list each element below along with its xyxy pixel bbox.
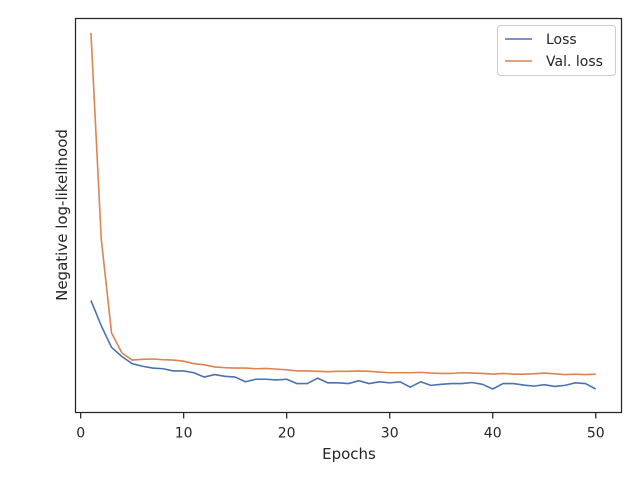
x-tick-label: 30	[381, 426, 399, 442]
y-axis-title: Negative log-likelihood	[53, 129, 71, 301]
x-tick-label: 0	[76, 426, 85, 442]
series-line-val-loss	[90, 32, 596, 376]
legend-label-loss: Loss	[546, 32, 577, 48]
plot-frame	[74, 17, 623, 414]
x-axis-title: Epochs	[322, 445, 376, 463]
x-axis-ticks: 0 10 20 30 40 50	[76, 412, 605, 442]
x-tick-label: 10	[175, 426, 193, 442]
legend-box	[497, 25, 616, 76]
plot-lines	[90, 32, 597, 390]
x-tick-label: 40	[484, 426, 502, 442]
legend: Loss Val. loss	[497, 25, 616, 76]
series-line-loss	[90, 300, 597, 390]
x-tick-label: 20	[278, 426, 296, 442]
legend-label-val-loss: Val. loss	[546, 54, 603, 70]
x-tick-label: 50	[587, 426, 605, 442]
